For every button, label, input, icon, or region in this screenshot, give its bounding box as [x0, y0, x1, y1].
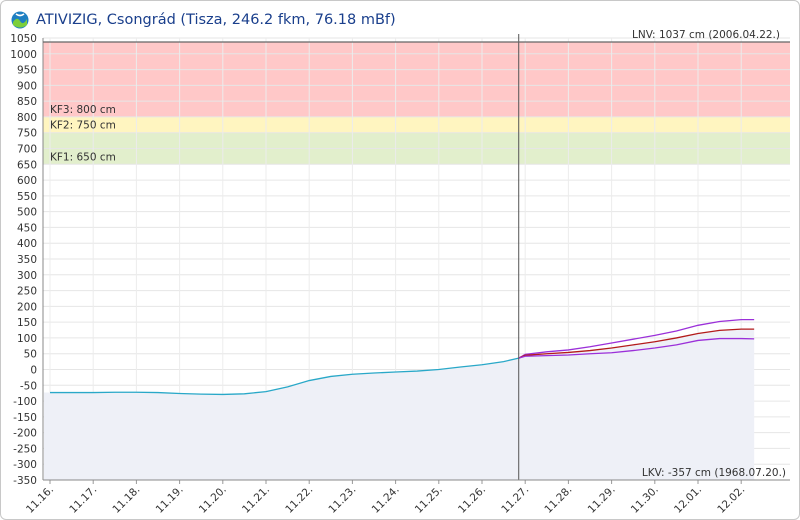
- x-tick-label: 11.16.: [24, 484, 56, 516]
- chart-title: ATIVIZIG, Csongrád (Tisza, 246.2 fkm, 76…: [36, 12, 396, 28]
- x-tick-label: 11.23.: [326, 484, 358, 516]
- x-tick-label: 12.02.: [715, 484, 747, 516]
- threshold-zones: [43, 42, 790, 165]
- y-tick-label: 1050: [10, 33, 37, 45]
- y-tick-label: 900: [17, 80, 37, 92]
- ativizig-logo-icon: [11, 11, 29, 29]
- area-layer: [44, 329, 755, 480]
- water-level-area: [44, 329, 755, 480]
- x-tick-label: 11.19.: [154, 484, 186, 516]
- x-tick-label: 11.27.: [499, 484, 531, 516]
- lnv-label: LNV: 1037 cm (2006.04.22.): [632, 29, 780, 41]
- series-forecast_mid: [518, 328, 755, 359]
- x-tick-label: 11.22.: [283, 484, 315, 516]
- x-tick-label: 11.30.: [629, 484, 661, 516]
- y-tick-label: 300: [17, 270, 37, 282]
- threshold-label-1: KF3: 800 cm: [50, 104, 116, 116]
- chart-header: ATIVIZIG, Csongrád (Tisza, 246.2 fkm, 76…: [10, 9, 396, 31]
- x-tick-label: 11.20.: [197, 484, 229, 516]
- x-tick-label: 11.25.: [413, 484, 445, 516]
- y-tick-label: 1000: [10, 49, 37, 61]
- y-tick-label: 850: [17, 96, 37, 108]
- y-tick-label: -350: [13, 475, 37, 487]
- y-tick-label: 700: [17, 144, 37, 156]
- y-tick-label: -100: [13, 396, 37, 408]
- x-tick-label: 11.28.: [542, 484, 574, 516]
- y-tick-label: 600: [17, 175, 37, 187]
- kf3-zone: [43, 42, 790, 117]
- y-tick-label: 350: [17, 254, 37, 266]
- x-tick-label: 11.17.: [67, 484, 99, 516]
- y-tick-label: -50: [20, 380, 37, 392]
- x-tick-label: 11.18.: [110, 484, 142, 516]
- series-forecast_upper: [518, 318, 755, 359]
- y-tick-label: 750: [17, 128, 37, 140]
- y-tick-label: 150: [17, 317, 37, 329]
- y-tick-label: 0: [30, 365, 37, 377]
- y-tick-label: -300: [13, 459, 37, 471]
- y-tick-label: 550: [17, 191, 37, 203]
- kf2-zone: [43, 116, 790, 133]
- y-tick-label: 400: [17, 238, 37, 250]
- y-tick-label: -150: [13, 412, 37, 424]
- series-observed: [50, 357, 519, 396]
- y-tick-label: 500: [17, 207, 37, 219]
- y-tick-label: 950: [17, 65, 37, 77]
- y-tick-label: 200: [17, 301, 37, 313]
- x-tick-label: 11.26.: [456, 484, 488, 516]
- y-tick-label: 800: [17, 112, 37, 124]
- y-tick-label: 250: [17, 286, 37, 298]
- axes-layer: [42, 34, 790, 484]
- y-tick-label: 450: [17, 222, 37, 234]
- series-forecast_lower: [518, 337, 755, 359]
- y-tick-label: 100: [17, 333, 37, 345]
- y-tick-label: -250: [13, 443, 37, 455]
- x-tick-label: 12.01.: [672, 484, 704, 516]
- y-tick-label: -200: [13, 428, 37, 440]
- threshold-label-3: KF1: 650 cm: [50, 151, 116, 163]
- y-tick-label: 650: [17, 159, 37, 171]
- x-tick-label: 11.29.: [586, 484, 618, 516]
- x-tick-label: 11.24.: [370, 484, 402, 516]
- x-tick-label: 11.21.: [240, 484, 272, 516]
- lkv-label: LKV: -357 cm (1968.07.20.): [642, 467, 786, 479]
- threshold-label-2: KF2: 750 cm: [50, 120, 116, 132]
- series-layer: [50, 318, 755, 396]
- y-tick-label: 50: [24, 349, 37, 361]
